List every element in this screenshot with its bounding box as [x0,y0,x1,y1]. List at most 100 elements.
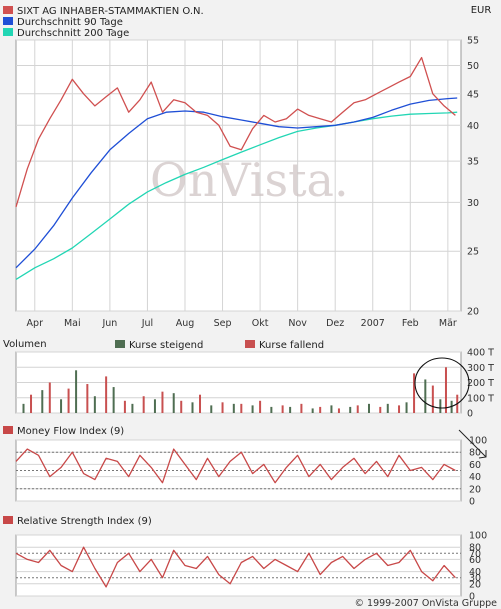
volume-bar [424,379,427,413]
volume-bar [398,405,401,413]
main-plot-area [15,39,462,312]
volume-bar [439,399,442,413]
volume-bar [405,402,408,413]
volume-legend-label: Kurse steigend [129,340,203,351]
mfi-arrow-shaft [458,429,487,458]
main-x-tick-label: Mai [64,318,81,329]
mfi-legend-swatch [3,426,13,434]
mfi-y-tick-label: 20 [469,484,481,495]
main-x-tick-label: Okt [252,318,269,329]
volume-y-tick-label: 0 [467,409,473,420]
volume-bar [93,396,96,413]
legend-swatch [3,6,13,14]
mfi-y-tick-label: 0 [469,497,475,508]
volume-bar [30,394,33,413]
volume-bar [67,388,70,413]
volume-bar [75,370,78,413]
volume-bar [22,403,25,413]
volume-bar [199,394,202,413]
main-y-tick-label: 50 [467,61,479,72]
rsi-line [15,546,456,588]
rsi-y-tick-label: 60 [469,555,481,566]
volume-bar [289,406,292,413]
volume-bar [191,402,194,413]
volume-bar [86,384,89,413]
legend-swatch [3,28,13,36]
mfi-y-tick-label: 100 [469,436,487,447]
volume-y-tick-label: 100 T [467,393,494,404]
currency-label: EUR [471,5,492,16]
legend-label: SIXT AG INHABER-STAMMAKTIEN O.N. [17,6,204,17]
main-x-tick-label: 2007 [361,318,385,329]
main-x-tick-label: Jun [101,318,117,329]
copyright-footer: © 1999-2007 OnVista Gruppe [355,598,498,609]
main-y-tick-label: 55 [467,36,479,47]
main-x-tick-label: Nov [288,318,307,329]
volume-bar [105,376,108,413]
volume-y-tick-label: 400 T [467,348,494,359]
volume-bar [337,408,340,413]
volume-bar [431,385,434,413]
volume-bar [311,408,314,413]
volume-bar [41,390,44,413]
mfi-title: Money Flow Index (9) [17,426,124,437]
main-x-tick-label: Apr [27,318,44,329]
volume-bar [153,399,156,413]
rsi-plot-area [15,534,462,597]
ma200-line [15,111,458,280]
main-y-tick-label: 30 [467,198,479,209]
main-x-tick-label: Aug [176,318,195,329]
mfi-line [15,448,456,484]
volume-bar [319,406,322,413]
volume-bar [48,382,51,413]
volume-bar [60,399,63,413]
volume-bar [180,400,183,413]
volume-bar [386,403,389,413]
mfi-arrow-head [478,450,487,459]
mfi-y-tick-label: 60 [469,460,481,471]
volume-bar [251,405,254,413]
volume-y-tick-label: 300 T [467,363,494,374]
volume-bar [259,400,262,413]
volume-legend-label: Kurse fallend [259,340,324,351]
mfi-plot-area [15,439,462,502]
main-y-tick-label: 40 [467,121,479,132]
volume-legend-swatch [245,340,255,348]
main-x-tick-label: Feb [402,318,419,329]
volume-bar [112,387,115,413]
rsi-y-tick-label: 80 [469,543,481,554]
main-x-tick-label: Sep [214,318,232,329]
main-y-tick-label: 35 [467,157,479,168]
price-line [15,56,456,208]
volume-bar [221,402,224,413]
rsi-y-tick-label: 100 [469,531,487,542]
volume-bar [123,400,126,413]
volume-title: Volumen [3,339,47,350]
volume-legend-swatch [115,340,125,348]
watermark-text: OnVista. [150,153,349,207]
volume-highlight-circle [414,357,470,409]
volume-bar [330,405,333,413]
volume-bar [210,405,213,413]
volume-bar [413,373,416,413]
mfi-y-tick-label: 80 [469,448,481,459]
rsi-y-tick-label: 0 [469,592,475,603]
volume-bar [281,405,284,413]
main-x-tick-label: Mär [439,318,457,329]
main-x-tick-label: Dez [326,318,344,329]
volume-bar [172,393,175,413]
volume-bar [367,403,370,413]
legend-label: Durchschnitt 90 Tage [17,17,123,28]
legend-swatch [3,17,13,25]
volume-bar [131,403,134,413]
volume-bar [161,391,164,413]
main-x-tick-label: Jul [141,318,153,329]
volume-bar [379,406,382,413]
rsi-y-tick-label: 40 [469,567,481,578]
volume-y-tick-label: 200 T [467,378,494,389]
volume-bar [270,406,273,413]
main-y-tick-label: 25 [467,247,479,258]
volume-bar [444,367,447,413]
